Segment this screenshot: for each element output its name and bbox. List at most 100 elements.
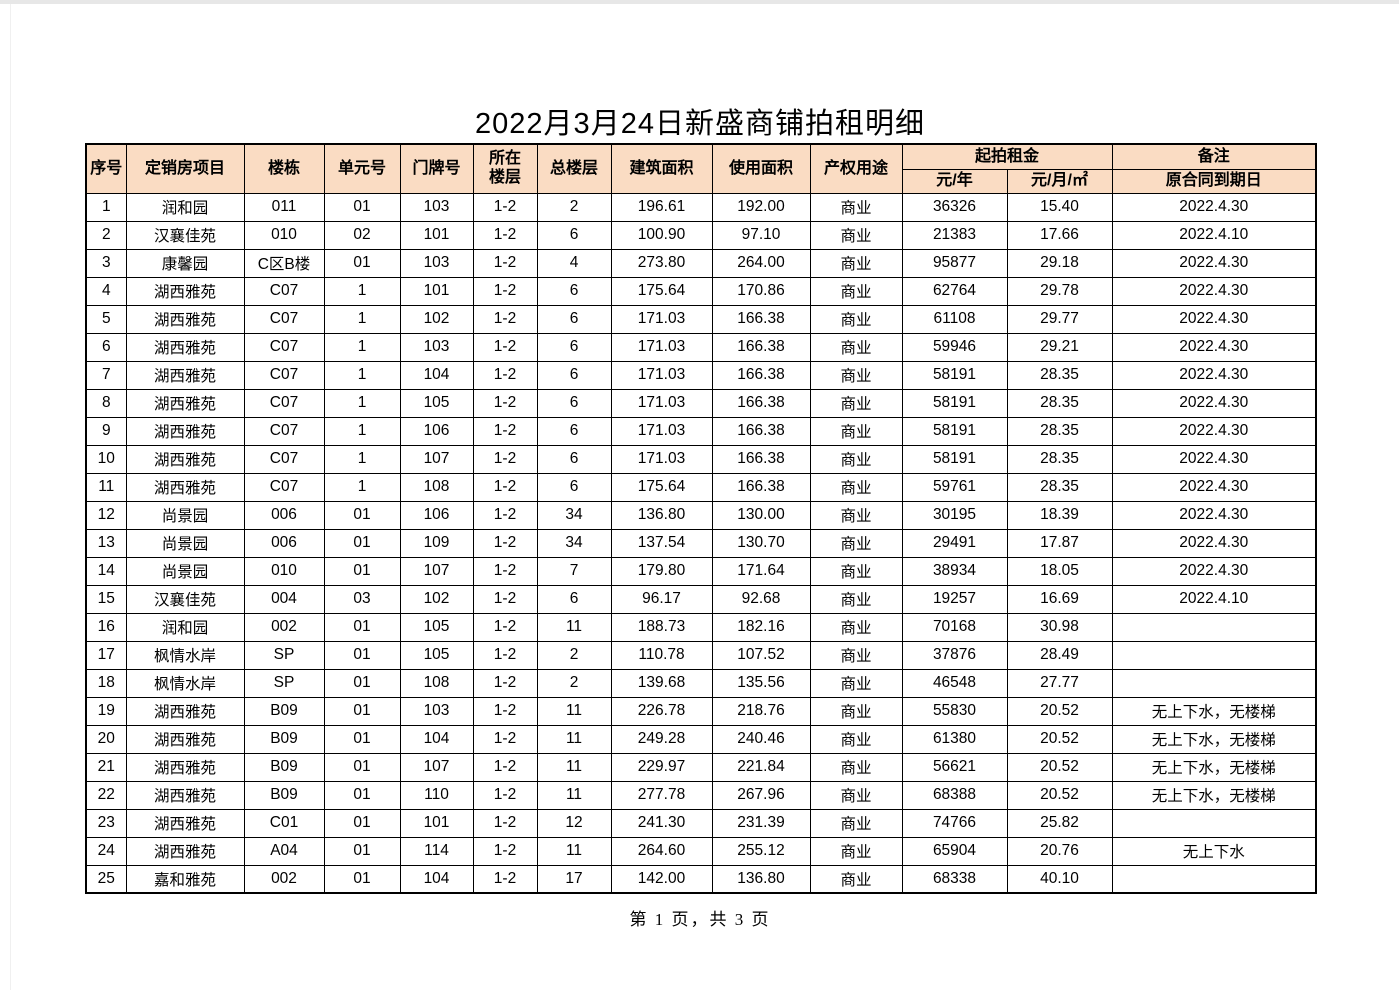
table-cell: 01 [323, 724, 401, 754]
table-cell: 107 [399, 556, 474, 586]
table-cell: 1-2 [472, 836, 538, 866]
table-cell: 136.80 [711, 864, 811, 894]
table-cell: 27.77 [1006, 668, 1113, 698]
table-cell [1111, 668, 1317, 698]
table-cell: 101 [399, 276, 474, 306]
table-cell: 1-2 [472, 780, 538, 810]
table-row: 13 尚景园 006 01 109 1-2 34 137.54 130.70 商业 29491 17.… [85, 528, 1317, 558]
table-cell: 11 [536, 612, 612, 642]
table-cell: 106 [399, 500, 474, 530]
rental-detail-table: 序号 定销房项目 楼栋 单元号 门牌号 所在 楼层 总楼层 建筑面积 使用面积 … [85, 143, 1318, 894]
header-seq: 序号 [85, 143, 127, 194]
table-cell: 20.52 [1006, 780, 1113, 810]
table-row: 14 尚景园 010 01 107 1-2 7 179.80 171.64 商业 38934 18.0… [85, 556, 1317, 586]
table-cell: 商业 [809, 696, 903, 726]
table-cell: 11 [536, 836, 612, 866]
table-cell: 175.64 [610, 276, 713, 306]
table-cell: 2022.4.30 [1111, 192, 1317, 222]
page-title: 2022月3月24日新盛商铺拍租明细 [475, 108, 925, 140]
table-cell: 2022.4.30 [1111, 276, 1317, 306]
table-cell: 20.52 [1006, 696, 1113, 726]
table-row: 2 汉襄佳苑 010 02 101 1-2 6 100.90 97.10 商业 21383 17.66… [85, 220, 1317, 250]
table-row: 17 枫情水岸 SP 01 105 1-2 2 110.78 107.52 商业 37876 28.4… [85, 640, 1317, 670]
table-cell: 1 [323, 472, 401, 502]
table-cell: 58191 [901, 416, 1008, 446]
table-cell: 1-2 [472, 808, 538, 838]
table-cell: 58191 [901, 360, 1008, 390]
table-cell: 61108 [901, 304, 1008, 334]
table-cell: 1-2 [472, 528, 538, 558]
table-cell: 142.00 [610, 864, 713, 894]
table-cell: C区B楼 [243, 248, 325, 278]
table-row: 20 湖西雅苑 B09 01 104 1-2 11 249.28 240.46 商业 61380 20… [85, 724, 1317, 754]
table-cell: B09 [243, 780, 325, 810]
table-cell: 无上下水，无楼梯 [1111, 752, 1317, 782]
table-cell: C07 [243, 472, 325, 502]
table-cell: 湖西雅苑 [125, 444, 245, 474]
table-cell: 241.30 [610, 808, 713, 838]
table-cell: 商业 [809, 612, 903, 642]
table-cell: 56621 [901, 752, 1008, 782]
table-cell: C07 [243, 360, 325, 390]
table-cell: 2022.4.10 [1111, 584, 1317, 614]
table-cell: 01 [323, 528, 401, 558]
table-cell: 康馨园 [125, 248, 245, 278]
table-cell: 1-2 [472, 416, 538, 446]
table-cell: 01 [323, 500, 401, 530]
table-cell: 2 [536, 192, 612, 222]
table-cell: 枫情水岸 [125, 668, 245, 698]
header-remark-group: 备注 [1111, 143, 1317, 170]
table-cell: 40.10 [1006, 864, 1113, 894]
table-cell: 2 [536, 640, 612, 670]
table-cell: 175.64 [610, 472, 713, 502]
table-cell: 湖西雅苑 [125, 696, 245, 726]
table-cell: 14 [85, 556, 127, 586]
table-cell: 湖西雅苑 [125, 472, 245, 502]
table-cell [1111, 612, 1317, 642]
table-cell: 3 [85, 248, 127, 278]
table-cell: 106 [399, 416, 474, 446]
table-cell: 011 [243, 192, 325, 222]
header-project: 定销房项目 [125, 143, 245, 194]
table-cell: 18.05 [1006, 556, 1113, 586]
table-cell: 湖西雅苑 [125, 752, 245, 782]
table-cell: 6 [536, 304, 612, 334]
table-cell: 166.38 [711, 388, 811, 418]
table-cell: 30.98 [1006, 612, 1113, 642]
table-cell: 166.38 [711, 360, 811, 390]
table-cell: 166.38 [711, 472, 811, 502]
table-cell: 59946 [901, 332, 1008, 362]
table-cell: 34 [536, 500, 612, 530]
table-cell: 尚景园 [125, 556, 245, 586]
table-cell: 28.35 [1006, 388, 1113, 418]
table-cell: 无上下水，无楼梯 [1111, 696, 1317, 726]
table-cell: 218.76 [711, 696, 811, 726]
table-cell: 商业 [809, 192, 903, 222]
table-cell: 1-2 [472, 276, 538, 306]
header-remark-sub: 原合同到期日 [1111, 168, 1317, 194]
table-cell: 湖西雅苑 [125, 304, 245, 334]
table-cell: 103 [399, 192, 474, 222]
table-cell: C07 [243, 388, 325, 418]
header-unit: 单元号 [323, 143, 401, 194]
table-cell: 1-2 [472, 388, 538, 418]
table-cell: 湖西雅苑 [125, 416, 245, 446]
table-cell: 29.18 [1006, 248, 1113, 278]
table-cell: 273.80 [610, 248, 713, 278]
table-cell: 湖西雅苑 [125, 724, 245, 754]
table-cell: 商业 [809, 416, 903, 446]
table-row: 3 康馨园 C区B楼 01 103 1-2 4 273.80 264.00 商业 95877 29.1… [85, 248, 1317, 278]
table-cell: 11 [85, 472, 127, 502]
table-cell: 6 [536, 444, 612, 474]
table-cell: 20.52 [1006, 724, 1113, 754]
table-cell: 267.96 [711, 780, 811, 810]
table-cell: 23 [85, 808, 127, 838]
table-cell: 004 [243, 584, 325, 614]
table-cell: 商业 [809, 584, 903, 614]
table-cell: 03 [323, 584, 401, 614]
table-cell: 6 [536, 472, 612, 502]
table-cell: 171.03 [610, 388, 713, 418]
table-cell: 102 [399, 584, 474, 614]
table-cell: 22 [85, 780, 127, 810]
